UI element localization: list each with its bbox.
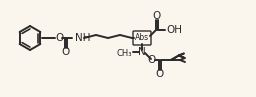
Text: O: O (55, 33, 63, 43)
Text: O: O (148, 55, 156, 65)
Text: O: O (153, 11, 161, 21)
Text: Abs: Abs (135, 33, 149, 42)
Text: N: N (138, 47, 146, 57)
Text: O: O (156, 69, 164, 79)
Text: NH: NH (75, 33, 91, 43)
FancyBboxPatch shape (133, 31, 151, 45)
Text: CH₃: CH₃ (116, 48, 132, 58)
Text: OH: OH (166, 25, 182, 35)
Text: O: O (62, 47, 70, 57)
